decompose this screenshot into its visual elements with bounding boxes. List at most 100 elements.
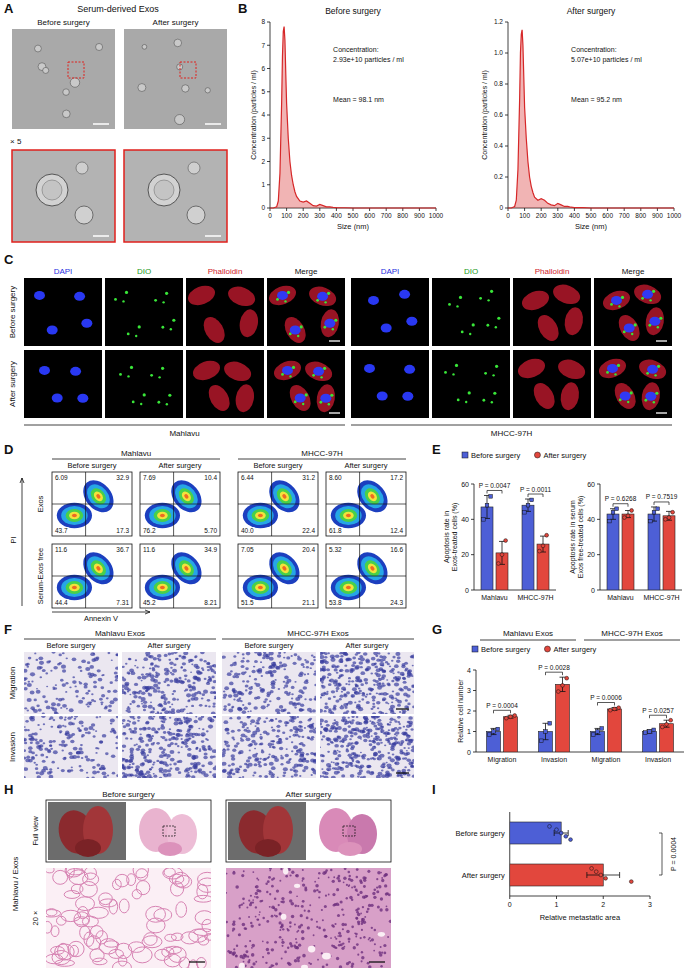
stained-cell bbox=[28, 759, 33, 763]
stained-cell bbox=[136, 692, 138, 694]
stained-cell bbox=[355, 684, 359, 687]
stained-cell bbox=[106, 697, 109, 699]
stained-cell bbox=[365, 658, 369, 662]
bracket bbox=[597, 703, 598, 706]
stained-cell bbox=[376, 673, 381, 677]
stained-cell bbox=[61, 749, 63, 751]
condition-label: Before surgery bbox=[244, 641, 293, 650]
stained-cell bbox=[73, 747, 78, 751]
density bbox=[356, 552, 388, 585]
stained-cell bbox=[170, 667, 173, 669]
image-background bbox=[24, 652, 118, 714]
exosome-dot bbox=[490, 290, 493, 293]
stained-cell bbox=[223, 708, 227, 711]
stained-cell bbox=[187, 679, 191, 682]
stained-cell bbox=[124, 683, 128, 686]
stained-cell bbox=[187, 700, 190, 703]
stained-cell bbox=[156, 760, 159, 762]
density bbox=[154, 581, 172, 594]
transwell-image bbox=[24, 716, 118, 778]
stained-cell bbox=[137, 705, 140, 708]
fluorescence-image bbox=[594, 350, 672, 418]
stained-cell bbox=[345, 683, 347, 685]
stained-cell bbox=[194, 656, 196, 658]
stained-cell bbox=[82, 697, 85, 699]
channel-label: Phalloidin bbox=[208, 267, 243, 276]
density bbox=[149, 578, 175, 597]
stained-cell bbox=[339, 695, 343, 698]
stained-cell bbox=[129, 703, 131, 705]
x-tick-label: 400 bbox=[331, 212, 342, 219]
stained-cell bbox=[99, 741, 103, 744]
x-tick-label: 3 bbox=[648, 901, 652, 908]
stained-cell bbox=[157, 666, 160, 668]
condition-label: Before surgery bbox=[67, 461, 116, 470]
density bbox=[278, 490, 291, 503]
stained-cell bbox=[246, 660, 249, 663]
exosome-dot bbox=[649, 299, 651, 301]
stained-cell bbox=[159, 716, 164, 719]
stained-cell bbox=[336, 690, 339, 692]
exosome-dot bbox=[132, 401, 135, 404]
panel-letter: F bbox=[4, 622, 12, 637]
density bbox=[183, 565, 189, 571]
stained-cell bbox=[244, 706, 248, 709]
stained-cell bbox=[396, 660, 400, 663]
label-patch bbox=[241, 474, 255, 481]
stained-cell bbox=[65, 682, 68, 684]
stained-cell bbox=[351, 711, 356, 714]
stained-cell bbox=[253, 706, 257, 710]
stained-cell bbox=[37, 666, 42, 670]
channel-label: DAPI bbox=[54, 267, 73, 276]
stained-cell bbox=[171, 652, 174, 655]
exosome-dot bbox=[157, 401, 160, 404]
scale-bar bbox=[396, 708, 409, 709]
stained-cell bbox=[265, 698, 268, 701]
stained-cell bbox=[382, 697, 386, 701]
point bbox=[488, 733, 492, 737]
stained-cell bbox=[233, 693, 238, 697]
label-patch bbox=[390, 527, 404, 534]
exosome-dot bbox=[125, 291, 128, 294]
stained-cell bbox=[59, 730, 62, 733]
group-line bbox=[24, 425, 345, 426]
stained-cell bbox=[331, 690, 335, 693]
stained-cell bbox=[242, 653, 245, 655]
stained-cell bbox=[56, 703, 60, 706]
density bbox=[369, 565, 375, 571]
stained-cell bbox=[374, 665, 378, 668]
stained-cell bbox=[223, 696, 226, 699]
stained-cell bbox=[113, 698, 118, 702]
stained-cell bbox=[59, 732, 61, 734]
label-patch bbox=[302, 546, 316, 553]
exosome-dot bbox=[135, 335, 137, 337]
point bbox=[648, 730, 652, 734]
stained-cell bbox=[245, 689, 248, 691]
bracket bbox=[669, 502, 670, 505]
stained-cell bbox=[199, 704, 203, 707]
x-axis bbox=[510, 896, 650, 897]
y-tick-label: 0 bbox=[499, 204, 503, 211]
quadrant-line bbox=[326, 504, 406, 505]
stained-cell bbox=[324, 706, 329, 710]
bar bbox=[622, 514, 634, 590]
stained-cell bbox=[127, 671, 131, 674]
density bbox=[366, 562, 379, 575]
exosome-dot bbox=[316, 299, 319, 302]
stained-cell bbox=[206, 730, 209, 732]
stained-cell bbox=[286, 679, 291, 683]
x-tick-label: 400 bbox=[569, 212, 580, 219]
stained-cell bbox=[309, 698, 312, 701]
stained-cell bbox=[153, 775, 157, 778]
stained-cell bbox=[110, 700, 115, 704]
stained-cell bbox=[47, 750, 51, 753]
exosome-dot bbox=[455, 364, 458, 367]
bracket bbox=[543, 494, 544, 497]
x-tick-label: 700 bbox=[619, 212, 630, 219]
stained-cell bbox=[105, 752, 109, 755]
stained-cell bbox=[328, 697, 331, 700]
bar bbox=[591, 732, 605, 753]
column-label: After surgery bbox=[153, 18, 199, 27]
stained-cell bbox=[326, 691, 328, 693]
stained-cell bbox=[339, 698, 342, 700]
